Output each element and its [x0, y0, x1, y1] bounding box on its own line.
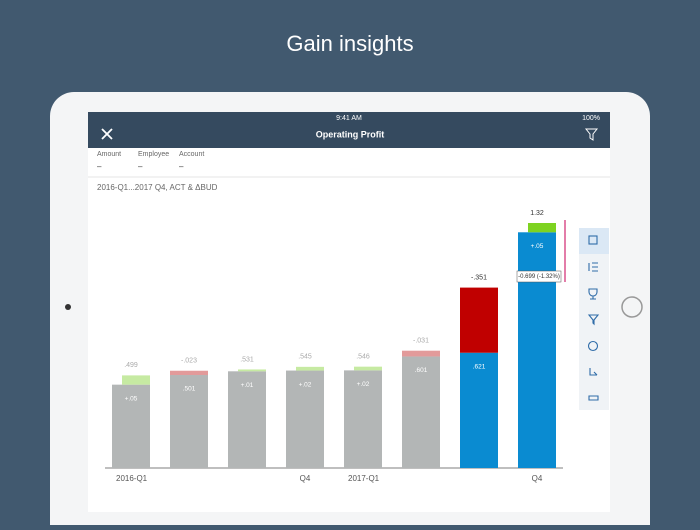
top-label: -.351 [471, 274, 487, 281]
filter-button[interactable] [584, 128, 599, 141]
annotation-box [516, 270, 562, 283]
status-time: 9:41 AM [336, 115, 362, 122]
x-tick-label: Q4 [300, 474, 311, 483]
tool-copy[interactable] [588, 235, 598, 245]
home-button [621, 296, 643, 318]
bar-delta [296, 366, 324, 371]
inner-label: +.05 [125, 395, 138, 402]
bar-base [460, 352, 498, 468]
inner-label: .501 [183, 386, 196, 393]
top-label: .545 [298, 354, 312, 361]
bar-base [228, 371, 266, 468]
bar-delta [354, 366, 382, 371]
plot: .499 +.05 2016-Q1 -.023 .501 .531 +.01 .545 +.02… [105, 210, 563, 483]
top-label: .546 [356, 354, 370, 361]
bar-base [286, 370, 324, 468]
chart-subtitle: 2016-Q1...2017 Q4, ACT & ΔBUD [97, 183, 218, 192]
tool-filter[interactable] [587, 314, 600, 326]
top-label: 1.32 [530, 210, 544, 217]
camera [65, 304, 71, 310]
top-label: -.023 [181, 358, 197, 365]
filter-value: – [138, 162, 143, 171]
bar-delta [528, 223, 556, 233]
annotation: -0.699 (-1.32%) [518, 274, 560, 280]
bar-base [518, 232, 556, 468]
inner-label: .601 [415, 367, 428, 374]
tool-clear[interactable] [587, 340, 599, 352]
top-label: .531 [240, 356, 254, 363]
headline: Gain insights [286, 31, 413, 56]
inner-label: .621 [473, 363, 486, 370]
filter-value: – [179, 162, 184, 171]
bar-base [112, 384, 150, 468]
filter-label: Account [179, 151, 204, 158]
close-button[interactable] [101, 128, 113, 140]
inner-label: +.01 [241, 382, 254, 389]
top-label: .499 [124, 362, 138, 369]
filter-value: – [97, 162, 102, 171]
x-tick-label: Q4 [532, 474, 543, 483]
bar-delta [170, 370, 208, 376]
status-battery: 100% [582, 115, 600, 122]
bar-base [170, 375, 208, 468]
side-toolbar [579, 228, 609, 410]
bar-base [344, 370, 382, 468]
bar-base [402, 356, 440, 468]
x-tick-label: 2017-Q1 [348, 474, 380, 483]
nav-title: Operating Profit [316, 129, 385, 139]
bar-delta [460, 287, 498, 353]
tool-rank[interactable] [588, 288, 598, 300]
bar-delta [238, 369, 266, 372]
filter-label: Amount [97, 151, 121, 158]
toolbar-active [579, 228, 609, 254]
nav-bar [88, 112, 610, 148]
top-label: -.031 [413, 338, 429, 345]
bar-delta [402, 350, 440, 357]
bar-delta [122, 375, 150, 385]
filter-label: Employee [138, 151, 169, 158]
inner-label: +.05 [531, 243, 544, 250]
x-tick-label: 2016-Q1 [116, 474, 148, 483]
filters: Amount – Employee – Account – [97, 151, 204, 171]
inner-label: +.02 [299, 381, 312, 388]
tool-compare[interactable] [588, 395, 599, 401]
tool-drill[interactable] [589, 368, 598, 376]
tool-sort[interactable] [588, 262, 598, 272]
inner-label: +.02 [357, 381, 370, 388]
